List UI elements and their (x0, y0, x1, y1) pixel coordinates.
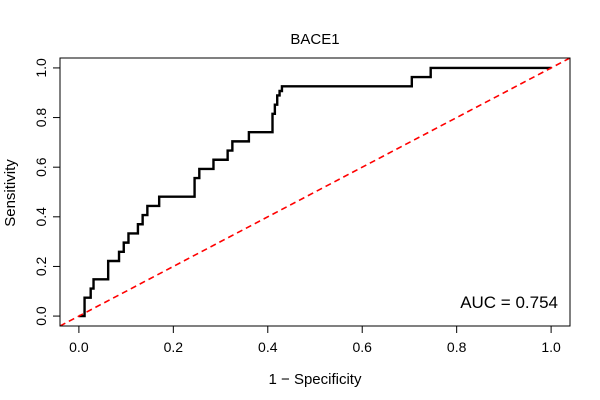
y-tick-label: 0.0 (33, 306, 49, 326)
x-axis-label: 1 − Specificity (269, 371, 362, 388)
y-axis-label: Sensitivity (2, 159, 19, 227)
plot-frame (59, 57, 571, 327)
auc-annotation: AUC = 0.754 (460, 293, 558, 312)
y-tick-label: 0.8 (33, 108, 49, 128)
y-tick-label: 0.4 (33, 207, 49, 227)
reference-diagonal-line (60, 58, 570, 326)
axes: 0.0 0.2 0.4 0.6 0.8 1.0 0.0 0.2 0.4 0.6 0.8 1.0 (33, 58, 561, 355)
roc-curve-line (78, 66, 552, 318)
x-tick-label: 0.4 (258, 339, 278, 355)
x-tick-label: 0.6 (352, 339, 372, 355)
y-tick-label: 1.0 (33, 58, 49, 78)
y-tick-label: 0.2 (33, 257, 49, 277)
y-tick-label: 0.6 (33, 157, 49, 177)
x-tick-label: 0.8 (447, 339, 467, 355)
x-tick-label: 0.2 (164, 339, 184, 355)
chart-title: BACE1 (290, 31, 339, 48)
x-tick-label: 0.0 (69, 339, 89, 355)
plot-area (59, 57, 571, 327)
x-tick-label: 1.0 (541, 339, 561, 355)
